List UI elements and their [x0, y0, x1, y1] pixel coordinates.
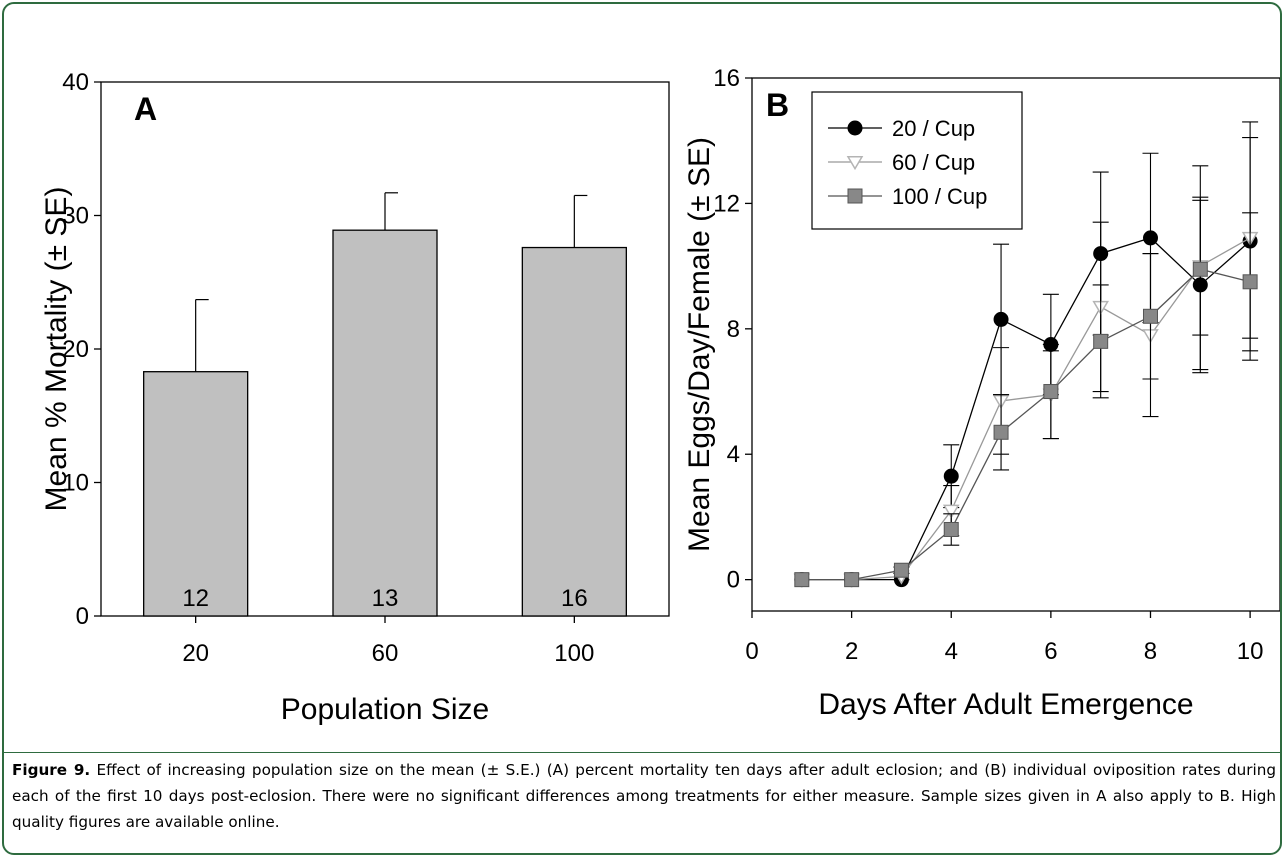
caption-label: Figure 9. [12, 761, 91, 779]
y-tick-label-b: 4 [727, 441, 740, 468]
sample-size-label: 13 [372, 585, 399, 612]
x-tick-label-b: 6 [1044, 638, 1057, 665]
x-axis-label-b: Days After Adult Emergence [818, 688, 1193, 721]
bar-a [143, 371, 249, 617]
bar-a [332, 229, 438, 617]
legend-b: 20 / Cup 60 / Cup 100 / Cup [811, 91, 1023, 230]
series-line [801, 237, 1251, 581]
panel-b: 0 4 8 12 16 0 2 4 6 8 10 20 / Cup 60 / Cup 100 / Cup B… [683, 65, 1280, 721]
y-axis-label-a: Mean % Mortality (± SE) [40, 187, 73, 512]
panel-b-plot-frame [751, 77, 1280, 612]
x-tick-label-a: 20 [182, 640, 209, 667]
caption-text: Effect of increasing population size on … [12, 761, 1276, 831]
series-b-2 [794, 165, 1259, 588]
y-tick-label-a: 10 [62, 470, 89, 497]
y-axis-label-b: Mean Eggs/Day/Female (± SE) [683, 137, 716, 552]
data-point-b [1142, 230, 1158, 246]
legend-label: 60 / Cup [892, 150, 975, 175]
x-tick-label-b: 4 [945, 638, 958, 665]
data-point-b [943, 468, 959, 484]
legend-box [811, 91, 1023, 230]
data-point-b [844, 572, 860, 588]
y-tick-label-a: 40 [62, 69, 89, 96]
x-tick-label-b: 0 [745, 638, 758, 665]
x-tick-label-a: 60 [372, 640, 399, 667]
data-point-b [1043, 384, 1059, 400]
legend-marker [846, 156, 864, 171]
y-tick-label-b: 12 [713, 190, 740, 217]
y-tick-label-b: 0 [727, 567, 740, 594]
panel-label-b: B [766, 87, 789, 123]
x-tick-label-b: 8 [1144, 638, 1157, 665]
legend-label: 20 / Cup [892, 116, 975, 141]
y-tick-label-a: 0 [76, 603, 89, 630]
x-tick-label-a: 100 [554, 640, 594, 667]
data-point-b [993, 311, 1009, 327]
x-axis-label-a: Population Size [281, 693, 489, 726]
data-point-b [993, 424, 1009, 440]
legend-marker [847, 188, 863, 204]
y-tick-label-b: 8 [727, 316, 740, 343]
data-point-b [1093, 333, 1109, 349]
panel-a: 0 10 20 30 40 12 20 13 60 16 100 A Population Size Me… [40, 69, 670, 726]
legend-marker [847, 120, 863, 136]
data-point-b [1142, 308, 1158, 324]
data-point-b [943, 521, 959, 537]
panel-label-a: A [134, 91, 157, 127]
sample-size-label: 16 [561, 585, 588, 612]
y-tick-label-a: 30 [62, 203, 89, 230]
data-point-b [942, 504, 960, 519]
figure-caption: Figure 9. Effect of increasing populatio… [4, 752, 1280, 853]
series-line [801, 237, 1251, 581]
y-tick-label-a: 20 [62, 336, 89, 363]
y-tick-label-b: 16 [713, 65, 740, 92]
data-point-b [794, 572, 810, 588]
legend-label: 100 / Cup [892, 184, 987, 209]
x-tick-label-b: 10 [1237, 638, 1264, 665]
data-point-b [1192, 261, 1208, 277]
x-tick-label-b: 2 [845, 638, 858, 665]
data-point-b [1242, 274, 1258, 290]
data-point-b [893, 562, 909, 578]
bar-a [521, 246, 627, 617]
series-line [801, 268, 1251, 581]
sample-size-label: 12 [182, 585, 209, 612]
